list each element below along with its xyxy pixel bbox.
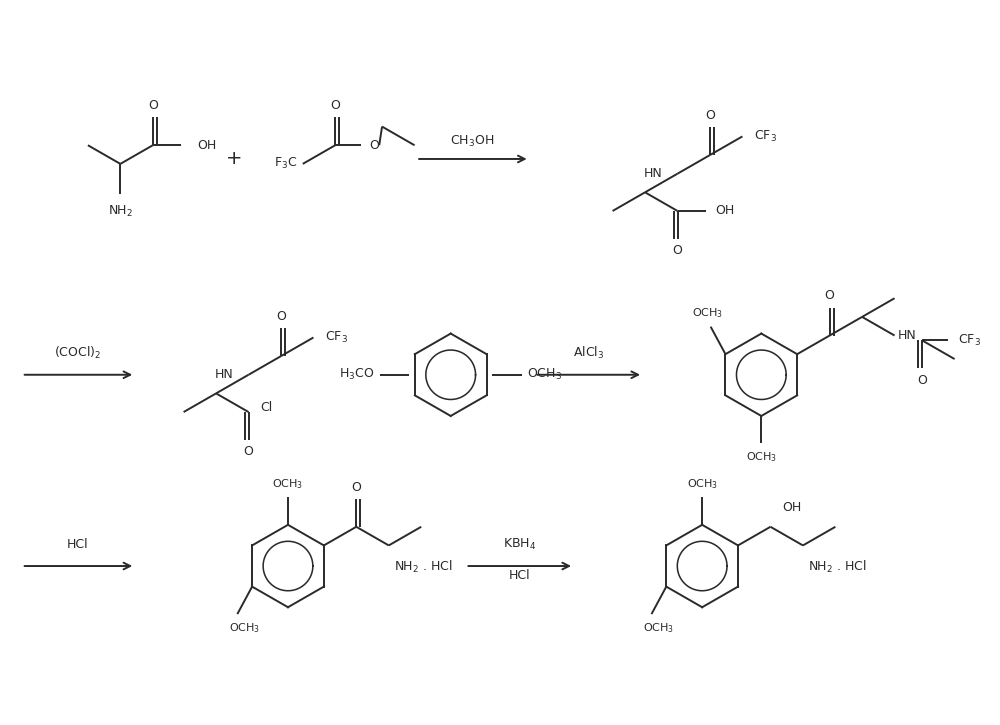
Text: CF$_3$: CF$_3$ <box>754 129 777 144</box>
Text: OCH$_3$: OCH$_3$ <box>687 477 718 491</box>
Text: OCH$_3$: OCH$_3$ <box>229 621 260 634</box>
Text: OCH$_3$: OCH$_3$ <box>643 621 674 634</box>
Text: O: O <box>330 99 340 112</box>
Text: CF$_3$: CF$_3$ <box>325 330 348 345</box>
Text: O: O <box>705 109 715 122</box>
Text: NH$_2$: NH$_2$ <box>108 204 133 219</box>
Text: KBH$_4$: KBH$_4$ <box>503 537 536 552</box>
Text: (COCl)$_2$: (COCl)$_2$ <box>54 345 102 361</box>
Text: O: O <box>244 445 253 458</box>
Text: O: O <box>825 289 835 302</box>
Text: HN: HN <box>644 167 663 181</box>
Text: HN: HN <box>215 368 234 381</box>
Text: F$_3$C: F$_3$C <box>274 157 298 171</box>
Text: NH$_2$ . HCl: NH$_2$ . HCl <box>394 559 452 575</box>
Text: OH: OH <box>782 501 802 514</box>
Text: HCl: HCl <box>509 569 531 582</box>
Text: Cl: Cl <box>260 401 273 414</box>
Text: O: O <box>351 481 361 494</box>
Text: O: O <box>673 244 682 257</box>
Text: HCl: HCl <box>67 538 89 551</box>
Text: O: O <box>917 373 927 386</box>
Text: O: O <box>276 310 286 323</box>
Text: CF$_3$: CF$_3$ <box>958 333 981 348</box>
Text: OH: OH <box>198 138 217 152</box>
Text: H$_3$CO: H$_3$CO <box>339 367 375 382</box>
Text: OCH$_3$: OCH$_3$ <box>746 450 777 464</box>
Text: OCH$_3$: OCH$_3$ <box>692 306 723 320</box>
Text: O: O <box>148 99 158 112</box>
Text: O: O <box>369 138 379 152</box>
Text: OH: OH <box>715 204 735 218</box>
Text: HN: HN <box>898 329 916 342</box>
Text: CH$_3$OH: CH$_3$OH <box>450 134 494 149</box>
Text: NH$_2$ . HCl: NH$_2$ . HCl <box>808 559 867 575</box>
Text: OCH$_3$: OCH$_3$ <box>272 477 304 491</box>
Text: AlCl$_3$: AlCl$_3$ <box>573 345 604 361</box>
Text: +: + <box>226 149 242 168</box>
Text: OCH$_3$: OCH$_3$ <box>527 367 562 382</box>
